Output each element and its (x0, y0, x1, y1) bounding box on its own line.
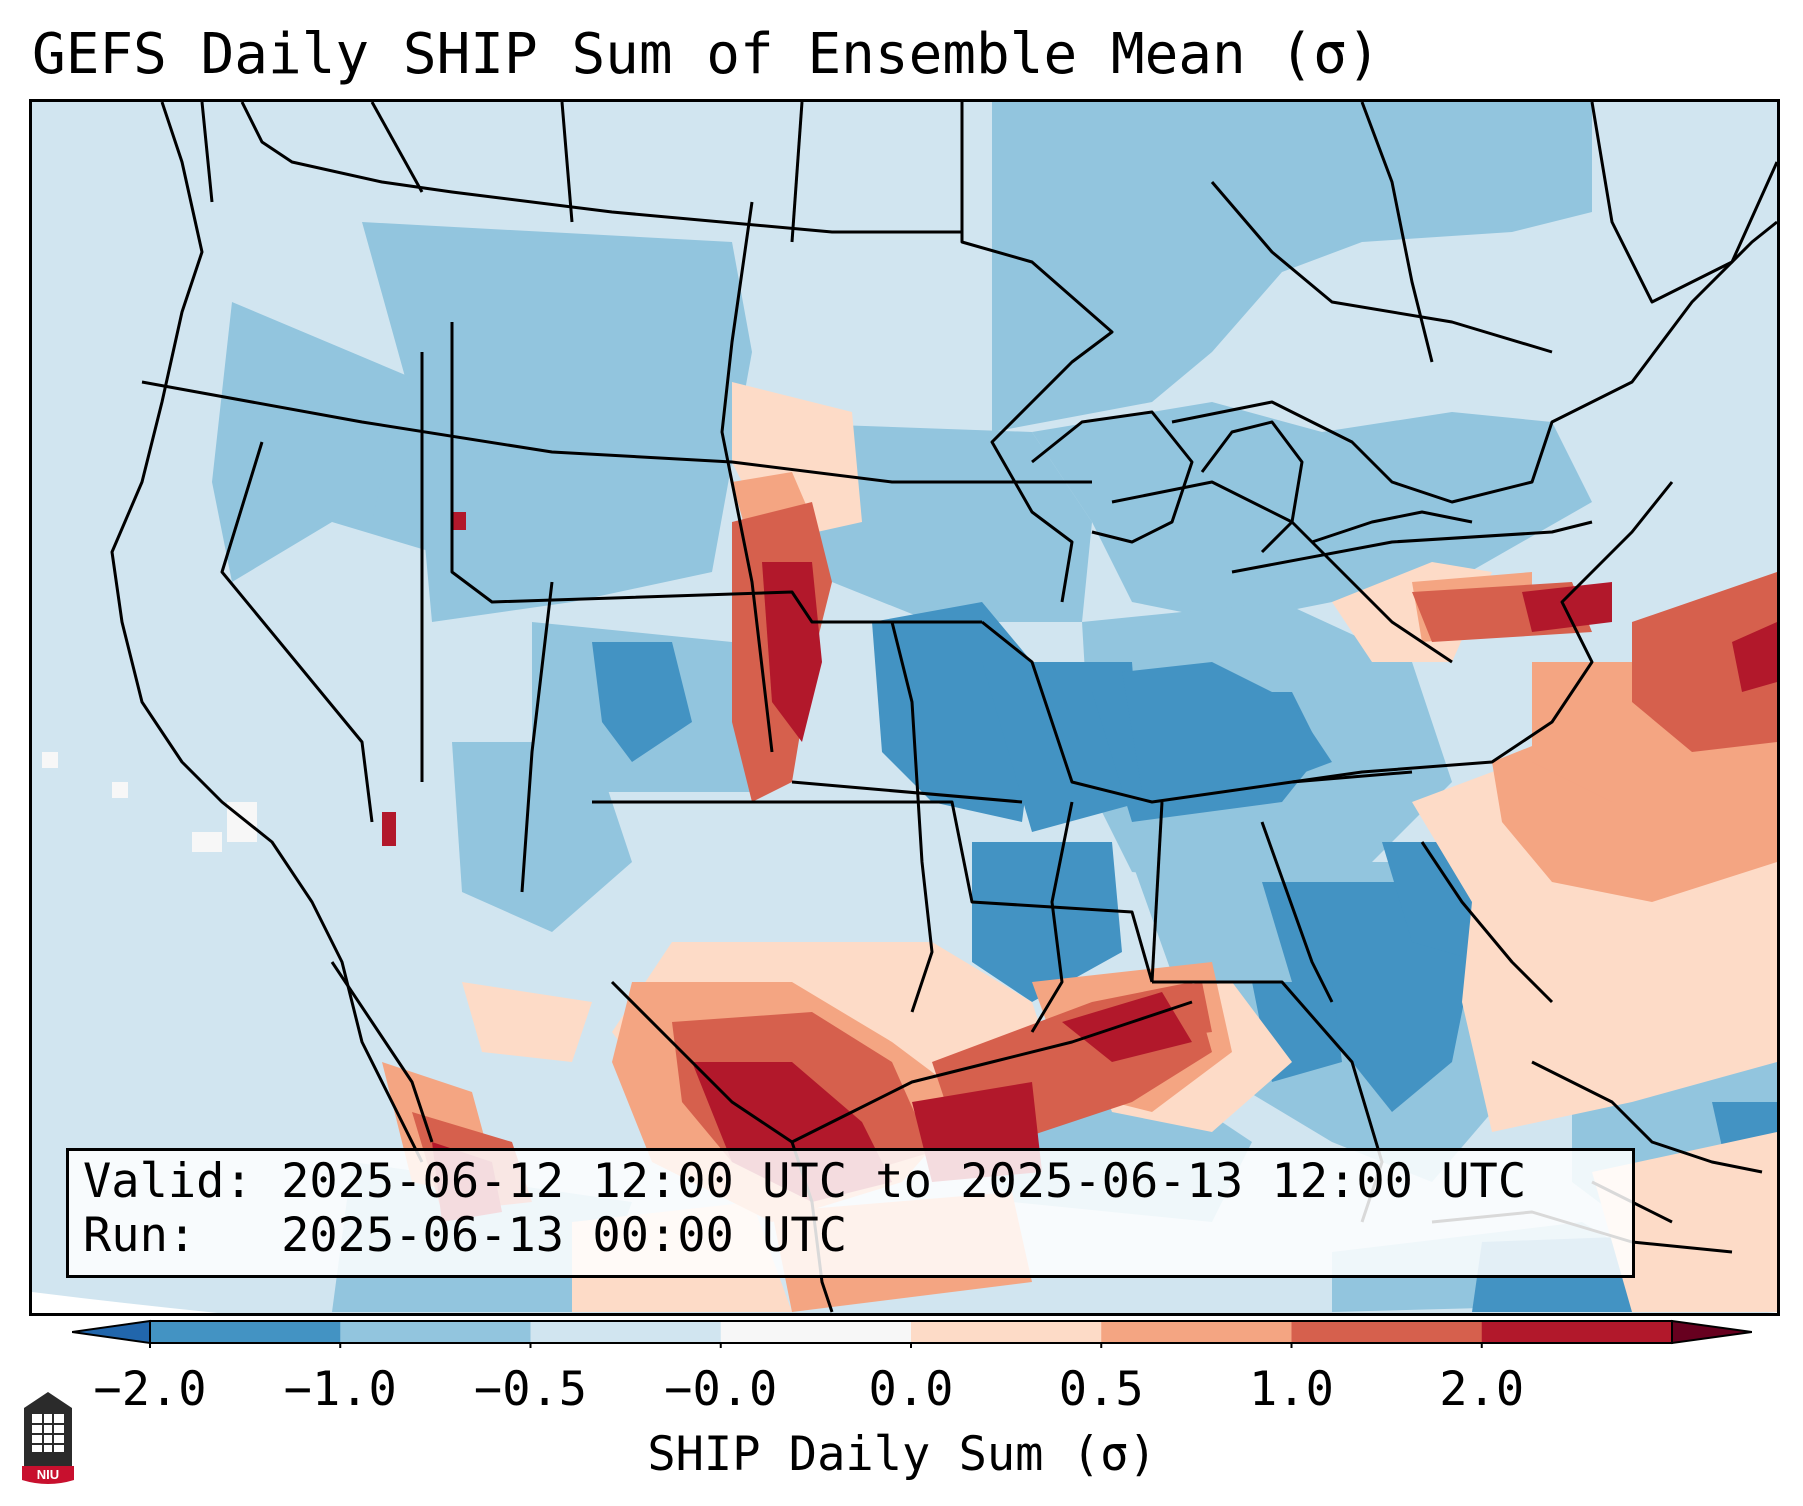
colorbar-bin (720, 1321, 912, 1343)
run-time-line: Run: 2025-06-13 00:00 UTC (83, 1208, 848, 1263)
colorbar-tick-label: 0.0 (868, 1362, 954, 1417)
niu-logo: NIU (22, 1392, 74, 1484)
colorbar-tick-label: −1.0 (283, 1362, 397, 1417)
colorbar (72, 1319, 1752, 1348)
logo-text: NIU (37, 1467, 59, 1482)
colorbar-bin (911, 1321, 1102, 1343)
colorbar-tick-label: −0.5 (473, 1362, 588, 1417)
colorbar-bin (1481, 1321, 1673, 1343)
valid-run-info-box: Valid: 2025-06-12 12:00 UTC to 2025-06-1… (66, 1148, 1635, 1278)
chart-title: GEFS Daily SHIP Sum of Ensemble Mean (σ) (32, 22, 1381, 87)
colorbar-bin (530, 1321, 722, 1343)
colorbar-over-extension (1671, 1319, 1752, 1345)
valid-time-line: Valid: 2025-06-12 12:00 UTC to 2025-06-1… (83, 1154, 1527, 1209)
colorbar-bin (340, 1321, 531, 1343)
coastlines-and-borders (110, 102, 1777, 1313)
colorbar-bin (1291, 1321, 1483, 1343)
colorbar-tick-label: −0.0 (664, 1362, 778, 1417)
colorbar-tick-label: −2.0 (93, 1362, 207, 1417)
colorbar-tick-label: 0.5 (1058, 1362, 1144, 1417)
colorbar-bin (150, 1321, 341, 1343)
colorbar-tick-label: 2.0 (1439, 1362, 1525, 1417)
colorbar-label: SHIP Daily Sum (σ) (647, 1427, 1157, 1482)
map-panel (29, 99, 1780, 1316)
colorbar-under-extension (72, 1319, 151, 1345)
colorbar-bin (1101, 1321, 1292, 1343)
colorbar-tick-label: 1.0 (1249, 1362, 1334, 1417)
map-field (32, 102, 1777, 1313)
